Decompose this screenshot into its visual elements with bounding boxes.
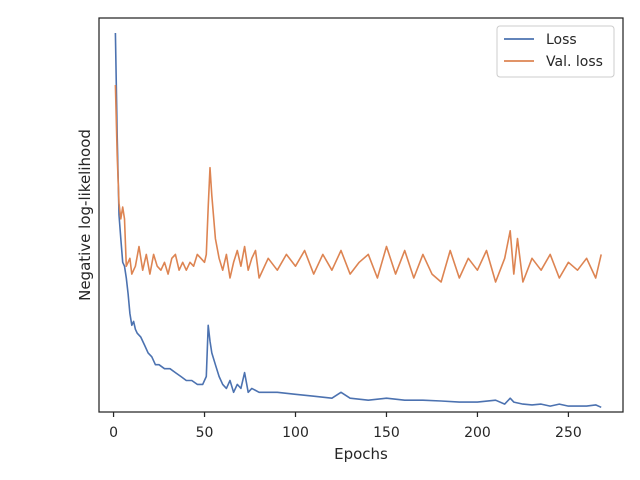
series-line-val-loss bbox=[114, 84, 602, 283]
x-tick-label-100: 100 bbox=[282, 425, 309, 441]
series-layer bbox=[114, 32, 602, 409]
legend-label-val-loss: Val. loss bbox=[546, 54, 603, 70]
x-tick-label-50: 50 bbox=[196, 425, 214, 441]
x-tick-label-0: 0 bbox=[109, 425, 118, 441]
series-line-loss bbox=[114, 32, 602, 409]
x-tick-label-200: 200 bbox=[464, 425, 491, 441]
x-tick-label-250: 250 bbox=[555, 425, 582, 441]
legend-label-loss: Loss bbox=[546, 32, 577, 48]
legend: Loss Val. loss bbox=[496, 25, 615, 78]
x-tick-label-150: 150 bbox=[373, 425, 400, 441]
y-axis-label: Negative log-likelihood bbox=[76, 129, 94, 301]
plot-frame bbox=[98, 17, 624, 413]
x-axis-ticks: 0 50 100 150 200 250 bbox=[109, 412, 582, 441]
x-axis-label: Epochs bbox=[334, 445, 388, 463]
